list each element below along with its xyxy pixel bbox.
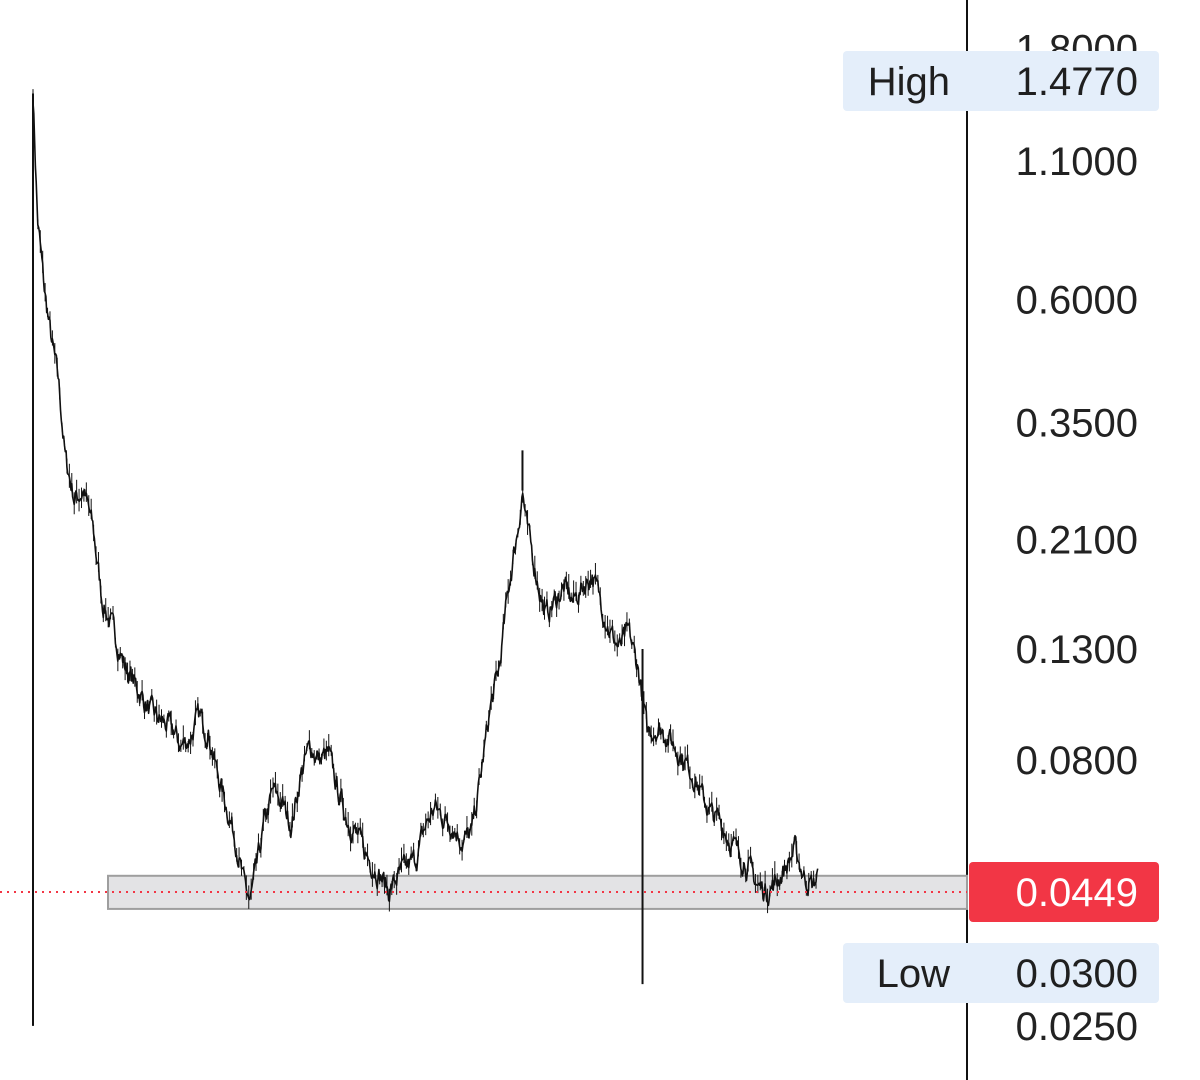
price-series (32, 89, 819, 1026)
high-tag: High 1.4770 (843, 51, 1159, 111)
price-tick-label: 0.0250 (1016, 1005, 1138, 1049)
current-price-tag: 0.0449 (969, 862, 1159, 923)
low-tag: Low 0.0300 (843, 943, 1159, 1003)
high-tag-label: High (868, 60, 950, 104)
price-tick-label: 0.2100 (1016, 518, 1138, 562)
price-axis[interactable]: 1.80001.10000.60000.35000.21000.13000.08… (966, 0, 1138, 1080)
low-tag-label: Low (877, 952, 950, 996)
support-zone-box (107, 874, 968, 910)
high-tag-background (843, 51, 1159, 111)
current-price-value: 0.0449 (1016, 871, 1138, 915)
price-tick-label: 0.3500 (1016, 402, 1138, 446)
current-price-tag-background (969, 862, 1159, 923)
price-tick-label: 0.6000 (1016, 278, 1138, 322)
price-tick-label: 0.0800 (1016, 739, 1138, 783)
support-zone (107, 874, 968, 910)
price-tick-label: 1.1000 (1016, 140, 1138, 184)
price-tick-label: 0.1300 (1016, 628, 1138, 672)
high-tag-value: 1.4770 (1016, 60, 1138, 104)
low-tag-value: 0.0300 (1016, 952, 1138, 996)
price-tags: High 1.4770 Low 0.0300 0.0449 (843, 51, 1159, 1003)
low-tag-background (843, 943, 1159, 1003)
